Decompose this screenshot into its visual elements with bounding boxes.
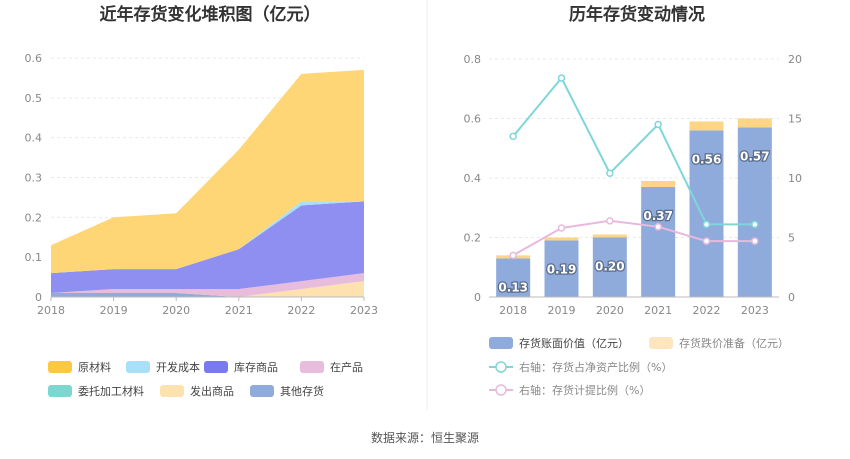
right-lines: 0.13 0.19 0.20 0.37 0.56 0.57 xyxy=(497,74,771,296)
bar-data-label: 0.20 xyxy=(595,260,625,274)
legend-label: 存货账面价值（亿元） xyxy=(519,336,629,350)
legend-label: 右轴：存货计提比例（%） xyxy=(519,383,650,397)
line-point xyxy=(557,74,566,82)
right-x-tick: 2021 xyxy=(644,304,672,317)
right-right-y-tick: 15 xyxy=(788,113,802,126)
right-right-y-tick: 20 xyxy=(788,53,802,66)
bar-book-value xyxy=(689,130,724,297)
right-left-y-tick: 0.8 xyxy=(464,53,482,66)
bar-impairment xyxy=(689,121,724,131)
line-point xyxy=(509,251,517,260)
legend-swatch xyxy=(160,385,184,397)
left-y-tick: 0.6 xyxy=(25,52,43,65)
left-x-tick: 2018 xyxy=(37,304,65,317)
line-point xyxy=(654,223,662,231)
left-x-tick: 2019 xyxy=(100,304,128,317)
legend-swatch xyxy=(649,337,673,349)
bar-impairment xyxy=(592,234,627,238)
left-y-tick: 0.5 xyxy=(25,92,43,105)
right-bars xyxy=(496,118,772,297)
area-原材料 xyxy=(51,69,364,274)
right-chart-title: 历年存货变动情况 xyxy=(569,4,705,25)
legend-label: 发出商品 xyxy=(190,384,234,398)
right-x-tick: 2023 xyxy=(741,304,769,317)
right-gridlines xyxy=(489,58,779,238)
legend-swatch xyxy=(204,361,228,373)
legend-label: 存货跌价准备（亿元） xyxy=(679,336,789,350)
bar-book-value xyxy=(641,186,676,297)
left-x-tick: 2020 xyxy=(162,304,190,317)
bar-book-value xyxy=(592,237,627,297)
right-x-tick: 2020 xyxy=(596,304,624,317)
right-right-y-tick: 10 xyxy=(788,172,802,185)
legend-label: 委托加工材料 xyxy=(78,384,144,398)
legend-label: 右轴：存货占净资产比例（%） xyxy=(519,360,672,374)
left-y-tick: 0.1 xyxy=(25,251,43,264)
legend-swatch xyxy=(48,361,72,373)
legend-label: 库存商品 xyxy=(234,360,278,374)
line-point xyxy=(509,132,517,141)
line-point xyxy=(606,169,614,177)
bar-book-value xyxy=(737,127,772,297)
legend-marker xyxy=(495,361,507,373)
bar-data-label: 0.13 xyxy=(498,280,528,294)
right-left-y-tick: 0.6 xyxy=(464,113,482,126)
right-x-tick: 2022 xyxy=(693,304,721,317)
left-x-tick: 2022 xyxy=(287,304,315,317)
left-y-tick: 0.4 xyxy=(25,132,43,145)
right-right-y-tick: 0 xyxy=(788,291,795,304)
bar-impairment xyxy=(641,180,676,187)
right-left-y-tick: 0.4 xyxy=(464,172,482,185)
bar-book-value xyxy=(544,240,579,297)
area-在产品 xyxy=(51,273,364,297)
data-source: 数据来源：恒生聚源 xyxy=(371,430,479,445)
legend-swatch xyxy=(300,361,324,373)
line-point xyxy=(606,217,614,225)
legend-swatch xyxy=(48,385,72,397)
legend-swatch xyxy=(126,361,150,373)
line-point xyxy=(702,220,711,229)
line-point xyxy=(654,120,662,129)
left-y-tick: 0 xyxy=(35,291,42,304)
left-y-tick: 0.2 xyxy=(25,211,43,224)
legend-swatch xyxy=(489,337,513,349)
right-left-y-tick: 0.2 xyxy=(464,232,482,245)
left-y-tick: 0.3 xyxy=(25,172,43,185)
area-发出商品 xyxy=(51,281,364,297)
bar-impairment xyxy=(544,237,579,241)
right-axes: 0 0.2 0.4 0.6 0.8 0 5 10 15 20 2018 2019 2020 2021 202… xyxy=(464,53,803,317)
line-point xyxy=(557,224,566,232)
left-chart-title: 近年存货变化堆积图（亿元） xyxy=(100,4,321,25)
left-stacked-areas xyxy=(51,69,364,297)
right-legend: 存货账面价值（亿元） 存货跌价准备（亿元） 右轴：存货占净资产比例（%） 右轴：存货计… xyxy=(489,336,789,397)
right-x-tick: 2019 xyxy=(548,304,576,317)
left-x-tick: 2023 xyxy=(350,304,378,317)
line-point xyxy=(702,237,711,245)
legend-label: 在产品 xyxy=(330,360,363,374)
legend-label: 原材料 xyxy=(78,360,111,374)
legend-swatch xyxy=(250,385,274,397)
line-point xyxy=(751,220,759,229)
area-库存商品 xyxy=(51,201,364,293)
right-right-y-tick: 5 xyxy=(788,232,795,245)
line-0 xyxy=(512,76,755,226)
left-axes: 0 0.1 0.2 0.3 0.4 0.5 0.6 2018 2019 2020 2021 2022 2… xyxy=(25,52,379,317)
bar-impairment xyxy=(737,118,772,128)
legend-label: 其他存货 xyxy=(280,384,324,398)
left-x-tick: 2021 xyxy=(225,304,253,317)
legend-marker xyxy=(495,384,507,396)
line-1 xyxy=(512,219,755,257)
right-left-y-tick: 0 xyxy=(474,291,481,304)
bar-data-label: 0.57 xyxy=(740,149,770,163)
legend-label: 开发成本 xyxy=(156,360,200,374)
line-point xyxy=(751,237,759,245)
bar-data-label: 0.37 xyxy=(643,209,673,223)
right-x-tick: 2018 xyxy=(499,304,527,317)
bar-book-value xyxy=(496,258,531,297)
bar-data-label: 0.56 xyxy=(692,152,722,166)
bar-data-label: 0.19 xyxy=(547,262,577,276)
